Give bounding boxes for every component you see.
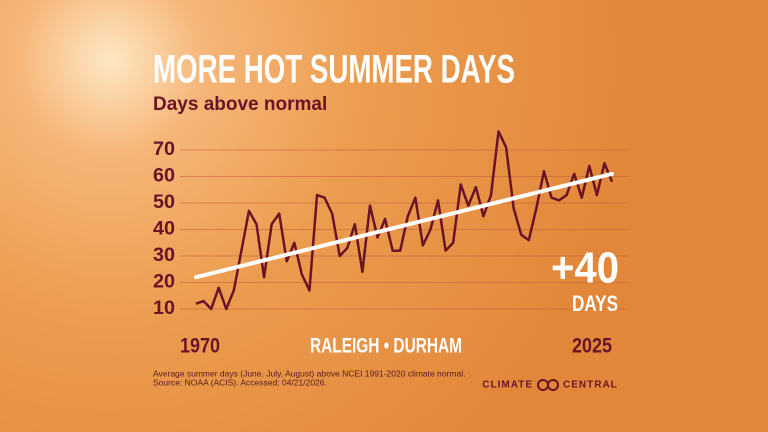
y-tick-label: 40 (153, 219, 175, 240)
annotation-value: +40 (551, 244, 619, 293)
y-tick-label: 10 (153, 298, 175, 319)
plot-area: 10 20 30 40 50 60 70 1970 2025 (153, 130, 628, 358)
data-line (195, 130, 614, 311)
footnote: Source: NOAA (ACIS). Accessed: 04/21/202… (153, 377, 327, 387)
x-tick-label: 2025 (572, 335, 612, 358)
chart-subtitle: Days above normal (153, 94, 327, 115)
brand-logo (537, 379, 559, 391)
y-tick-label: 50 (153, 192, 175, 213)
y-tick-label: 20 (153, 272, 175, 293)
trend-line (194, 171, 614, 280)
x-tick-label: 1970 (180, 335, 220, 358)
footnote: Average summer days (June, July, August)… (153, 368, 465, 378)
y-tick-label: 30 (153, 245, 175, 266)
location-label: RALEIGH • DURHAM (310, 335, 462, 358)
y-tick-label: 70 (153, 139, 175, 160)
chart-title: MORE HOT SUMMER DAYS (153, 48, 515, 92)
annotation-unit: DAYS (572, 291, 618, 316)
brand-text: CENTRAL (563, 380, 618, 391)
brand-text: CLIMATE (482, 380, 533, 391)
y-tick-label: 60 (153, 166, 175, 187)
